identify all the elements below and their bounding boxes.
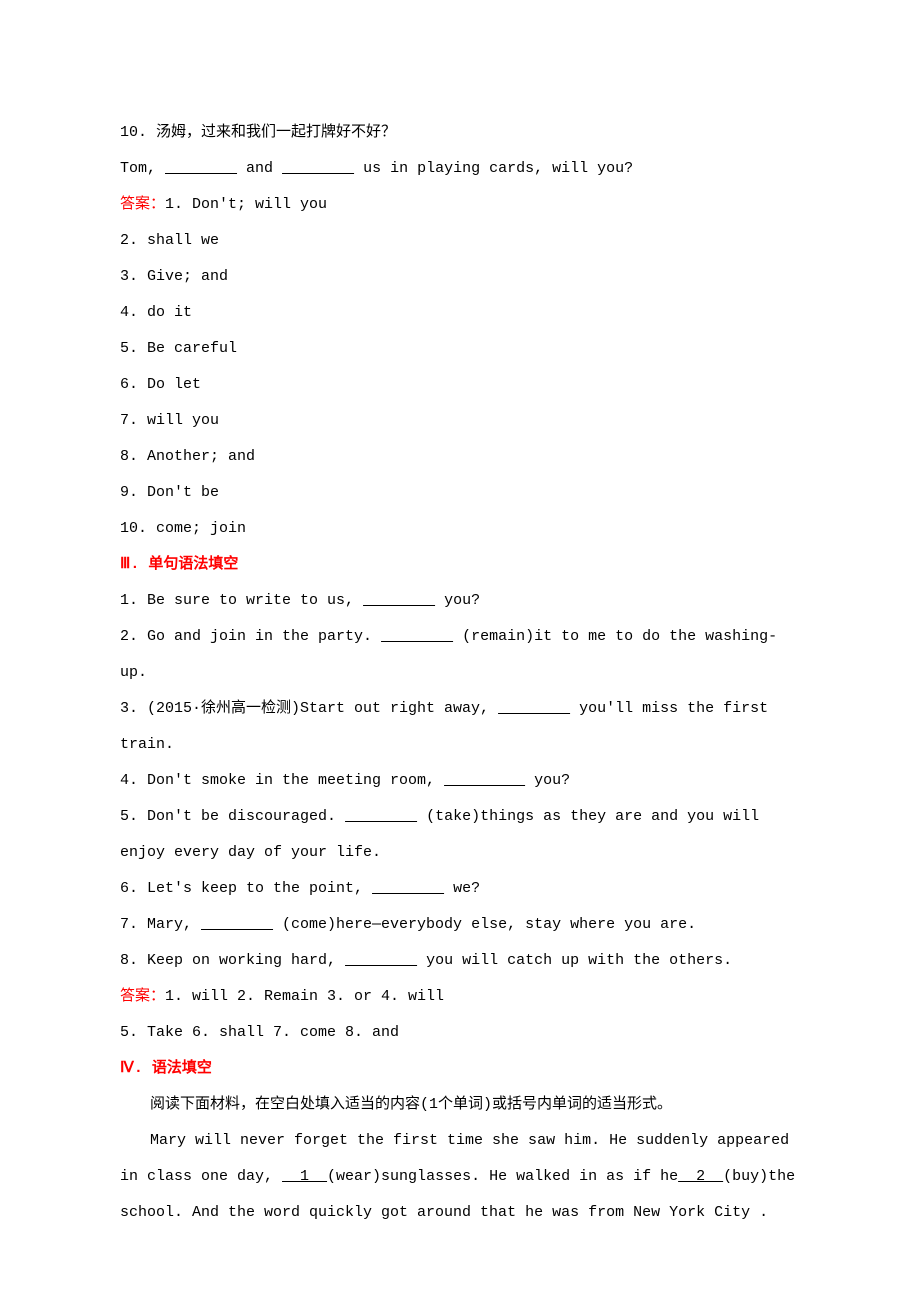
s3-item-2: 2. Go and join in the party. (remain)it … [120, 619, 800, 691]
s4-blank-2: 2 [678, 1168, 723, 1185]
s3-7-blank [201, 916, 273, 933]
s3-answer-line-1: 答案：1. will 2. Remain 3. or 4. will [120, 979, 800, 1015]
q10-blank1 [165, 160, 237, 177]
s3-3-prefix: 3. (2015·徐州高一检测)Start out right away, [120, 700, 498, 717]
q10-prefix: Tom, [120, 160, 165, 177]
section-3-header: Ⅲ. 单句语法填空 [120, 547, 800, 583]
s3-7-suffix: (come)here—everybody else, stay where yo… [273, 916, 696, 933]
answer-8: 8. Another; and [120, 439, 800, 475]
answer-2: 2. shall we [120, 223, 800, 259]
s3-2-blank [381, 628, 453, 645]
s4-mid1: (wear)sunglasses. He walked in as if he [327, 1168, 678, 1185]
s3-item-3: 3. (2015·徐州高一检测)Start out right away, yo… [120, 691, 800, 763]
s3-item-8: 8. Keep on working hard, you will catch … [120, 943, 800, 979]
s3-4-blank [444, 772, 525, 789]
q10-and: and [237, 160, 282, 177]
s3-6-prefix: 6. Let's keep to the point, [120, 880, 372, 897]
answer-5: 5. Be careful [120, 331, 800, 367]
s3-answer-1: 1. will 2. Remain 3. or 4. will [165, 988, 444, 1005]
s3-5-prefix: 5. Don't be discouraged. [120, 808, 345, 825]
s3-item-7: 7. Mary, (come)here—everybody else, stay… [120, 907, 800, 943]
s3-4-prefix: 4. Don't smoke in the meeting room, [120, 772, 444, 789]
s4-paragraph: Mary will never forget the first time sh… [120, 1123, 800, 1231]
s4-instruction: 阅读下面材料，在空白处填入适当的内容(1个单词)或括号内单词的适当形式。 [120, 1087, 800, 1123]
s3-1-blank [363, 592, 435, 609]
answer-label: 答案： [120, 196, 165, 213]
q10-blank2 [282, 160, 354, 177]
s3-6-blank [372, 880, 444, 897]
answer-3: 3. Give; and [120, 259, 800, 295]
s3-item-1: 1. Be sure to write to us, you? [120, 583, 800, 619]
s4-blank-1: 1 [282, 1168, 327, 1185]
s3-1-suffix: you? [435, 592, 480, 609]
s3-4-suffix: you? [525, 772, 570, 789]
s3-3-blank [498, 700, 570, 717]
s3-answer-line-2: 5. Take 6. shall 7. come 8. and [120, 1015, 800, 1051]
s3-item-6: 6. Let's keep to the point, we? [120, 871, 800, 907]
answer-line-1: 答案：1. Don't; will you [120, 187, 800, 223]
answer-1: 1. Don't; will you [165, 196, 327, 213]
section-4-header: Ⅳ. 语法填空 [120, 1051, 800, 1087]
question-10-chinese: 10. 汤姆，过来和我们一起打牌好不好？ [120, 115, 800, 151]
s3-8-prefix: 8. Keep on working hard, [120, 952, 345, 969]
s3-7-prefix: 7. Mary, [120, 916, 201, 933]
question-10-english: Tom, and us in playing cards, will you? [120, 151, 800, 187]
s3-item-5: 5. Don't be discouraged. (take)things as… [120, 799, 800, 871]
s3-answer-label: 答案： [120, 988, 165, 1005]
answer-7: 7. will you [120, 403, 800, 439]
s3-item-4: 4. Don't smoke in the meeting room, you? [120, 763, 800, 799]
s3-8-blank [345, 952, 417, 969]
s3-6-suffix: we? [444, 880, 480, 897]
answer-6: 6. Do let [120, 367, 800, 403]
answer-4: 4. do it [120, 295, 800, 331]
s3-2-prefix: 2. Go and join in the party. [120, 628, 381, 645]
q10-suffix: us in playing cards, will you? [354, 160, 633, 177]
answer-9: 9. Don't be [120, 475, 800, 511]
s3-5-blank [345, 808, 417, 825]
s3-8-suffix: you will catch up with the others. [417, 952, 732, 969]
s3-1-prefix: 1. Be sure to write to us, [120, 592, 363, 609]
answer-10: 10. come; join [120, 511, 800, 547]
